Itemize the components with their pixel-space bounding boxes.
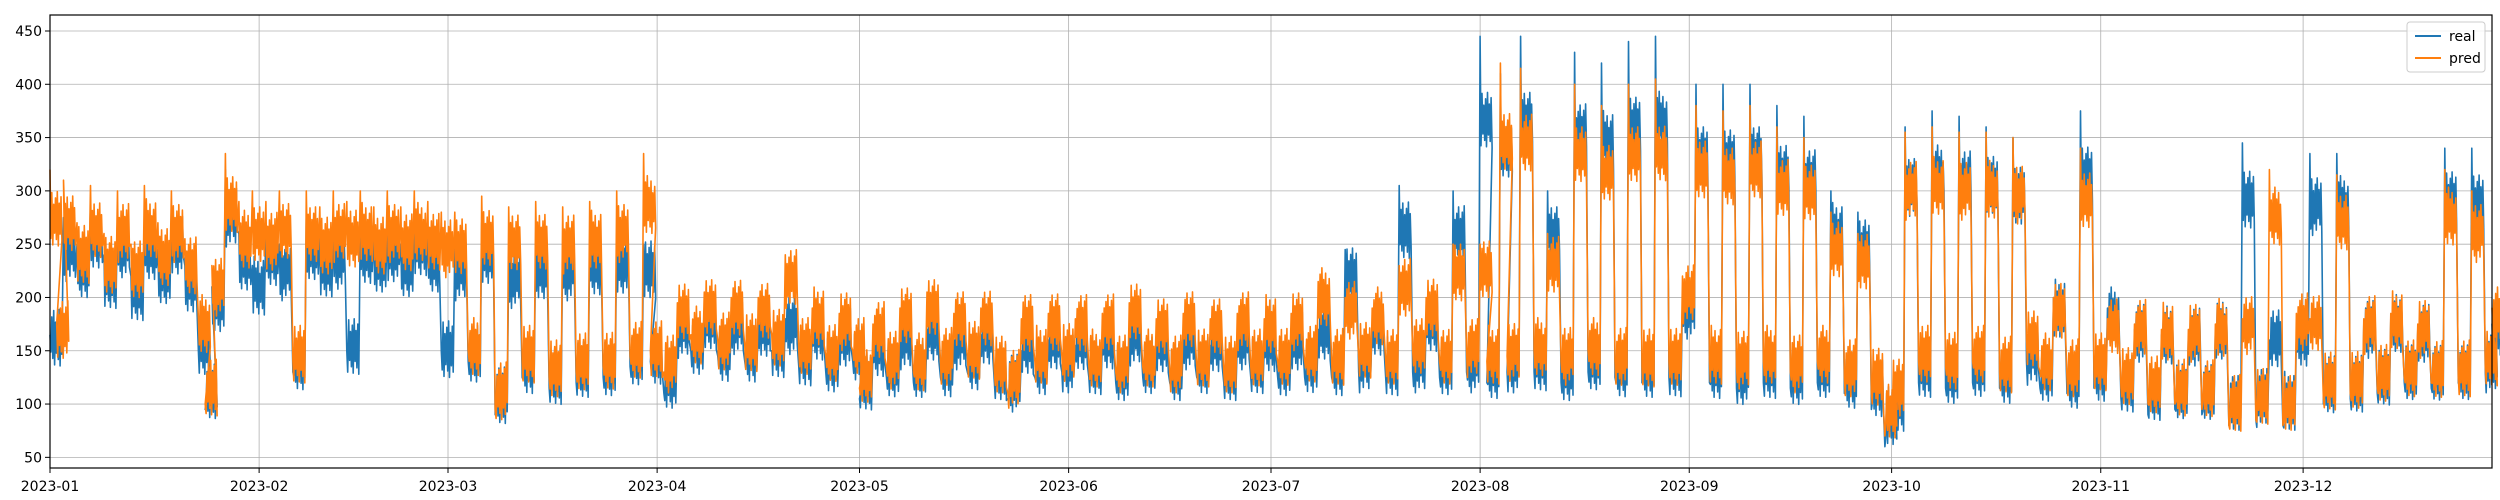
y-tick-label: 450 [15,24,42,40]
x-tick-label: 2023-05 [830,479,889,495]
x-tick-label: 2023-10 [1862,479,1921,495]
x-tick-label: 2023-03 [419,479,478,495]
x-tick-label: 2023-02 [230,479,289,495]
y-tick-label: 50 [24,450,42,466]
y-tick-label: 350 [15,131,42,147]
x-tick-label: 2023-01 [21,479,80,495]
legend-label-pred: pred [2449,51,2481,67]
x-tick-label: 2023-08 [1451,479,1510,495]
legend-box [2406,21,2486,73]
x-tick-label: 2023-09 [1660,479,1719,495]
x-tick-label: 2023-06 [1039,479,1098,495]
y-tick-label: 200 [15,290,42,306]
y-tick-label: 100 [15,397,42,413]
x-tick-label: 2023-11 [2071,479,2130,495]
y-tick-label: 300 [15,184,42,200]
x-tick-label: 2023-04 [628,479,687,495]
series-lines [49,35,2500,448]
x-tick-label: 2023-12 [2274,479,2333,495]
y-tick-label: 400 [15,77,42,93]
legend: real pred [2406,21,2486,73]
x-tick-label: 2023-07 [1242,479,1301,495]
series-line-pred [49,62,2500,439]
legend-label-real: real [2449,29,2476,45]
axis-ticks: 50 100 150 200 250 300 350 400 450 2023-01 2023-02… [15,24,2332,495]
y-tick-label: 250 [15,237,42,253]
y-tick-label: 150 [15,344,42,360]
